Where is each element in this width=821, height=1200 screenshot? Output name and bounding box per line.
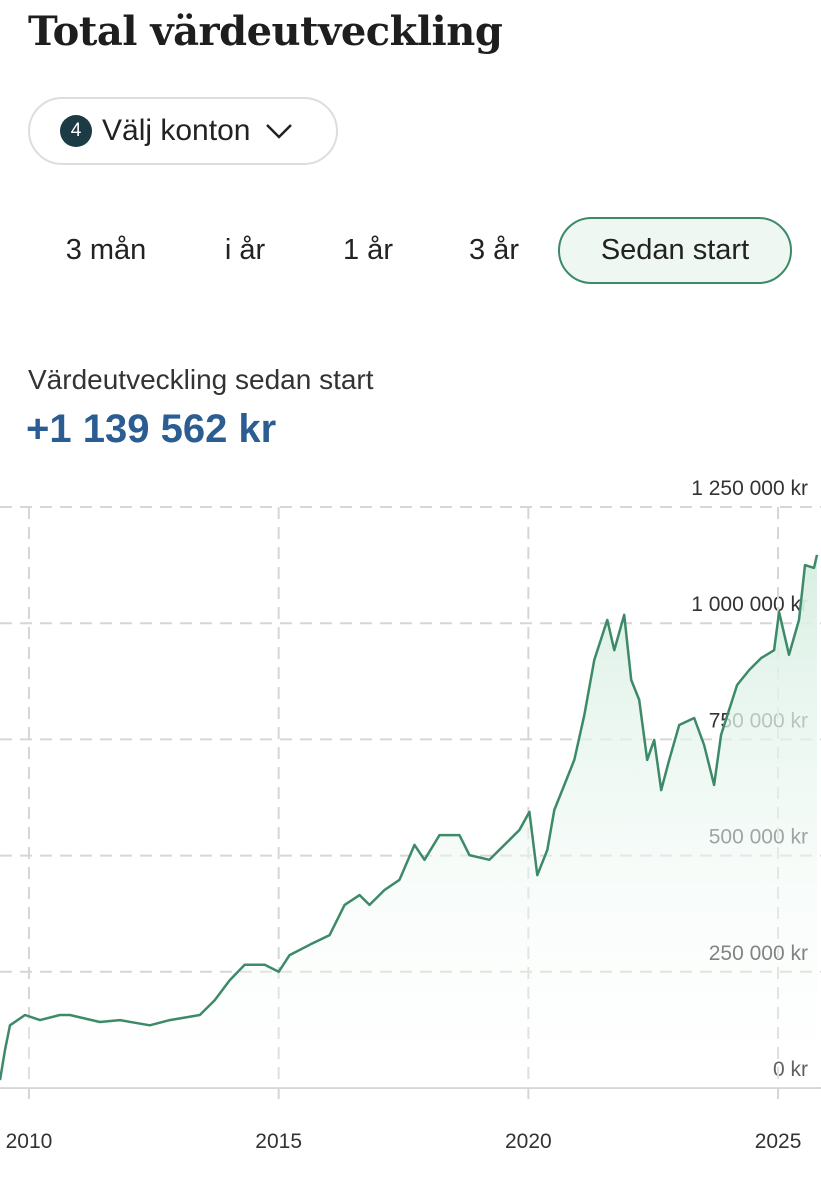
x-tick-label: 2020: [505, 1130, 552, 1153]
summary-value: +1 139 562 kr: [26, 407, 277, 451]
y-tick-label: 1 250 000 kr: [691, 477, 808, 500]
period-tab[interactable]: i år: [224, 234, 266, 266]
chevron-icon: [266, 124, 293, 139]
period-tab[interactable]: 3 mån: [65, 234, 147, 266]
x-tick-label: 2010: [6, 1130, 53, 1153]
y-tick-label: 1 000 000 kr: [691, 593, 808, 616]
period-tab[interactable]: 1 år: [343, 234, 393, 266]
x-tick-label: 2025: [755, 1130, 802, 1153]
x-tick-label: 2015: [255, 1130, 302, 1153]
period-tab[interactable]: 3 år: [469, 234, 519, 266]
chart: 0 kr250 000 kr500 000 kr750 000 kr1 000 …: [0, 477, 821, 1153]
area-fill: [0, 554, 817, 1088]
account-selector-label: Välj konton: [102, 114, 251, 147]
page-title: Total värdeutveckling: [28, 8, 503, 55]
account-count-badge: 4: [60, 115, 92, 147]
summary-label: Värdeutveckling sedan start: [28, 364, 374, 395]
data-line: [0, 554, 819, 1081]
period-tab[interactable]: Sedan start: [558, 217, 792, 284]
account-selector[interactable]: 4 Välj konton: [28, 97, 338, 165]
